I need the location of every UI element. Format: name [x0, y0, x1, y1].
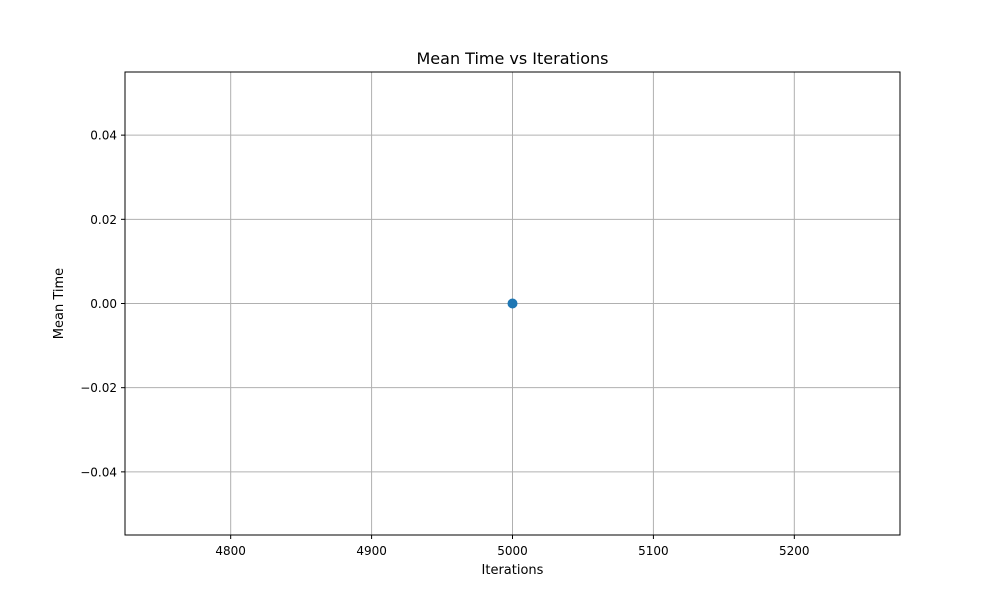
- x-axis-ticks: 4800 4900 5000 5100 5200: [215, 535, 810, 558]
- y-axis-ticks: −0.04 −0.02 0.00 0.02 0.04: [80, 129, 125, 479]
- y-axis-label: Mean Time: [52, 268, 67, 339]
- data-point: [507, 298, 518, 309]
- data-points: [507, 298, 518, 309]
- chart-title: Mean Time vs Iterations: [416, 49, 608, 68]
- y-tick-label: −0.02: [80, 381, 117, 395]
- x-tick-label: 5200: [779, 544, 810, 558]
- y-tick-label: −0.04: [80, 465, 117, 479]
- x-axis-label: Iterations: [482, 563, 544, 578]
- y-tick-label: 0.02: [90, 213, 117, 227]
- y-tick-label: 0.00: [90, 297, 117, 311]
- grid: [125, 72, 900, 535]
- x-tick-label: 4900: [356, 544, 387, 558]
- x-tick-label: 5100: [638, 544, 669, 558]
- x-tick-label: 4800: [215, 544, 246, 558]
- x-tick-label: 5000: [497, 544, 528, 558]
- y-tick-label: 0.04: [90, 129, 117, 143]
